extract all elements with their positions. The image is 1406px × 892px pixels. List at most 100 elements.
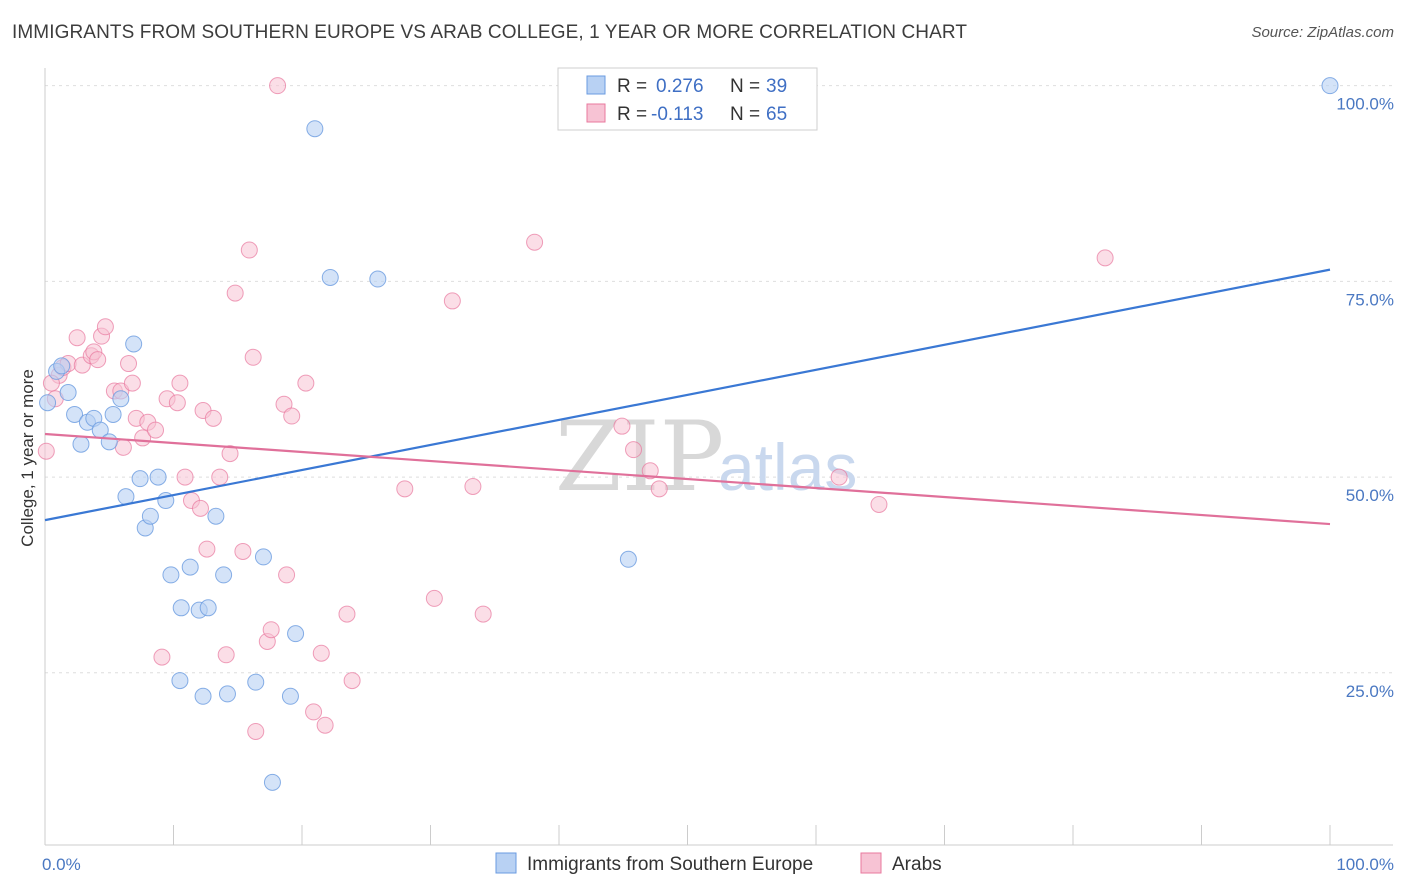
point-immigrants — [112, 390, 130, 408]
point-immigrants — [281, 687, 299, 705]
point-arabs — [226, 284, 244, 302]
watermark-atlas: atlas — [718, 430, 857, 504]
y-axis-label: College, 1 year or more — [18, 369, 37, 547]
point-immigrants — [39, 394, 57, 412]
trend-line-arabs — [44, 432, 1331, 526]
point-arabs — [443, 292, 461, 310]
point-arabs — [343, 672, 361, 690]
point-arabs — [191, 499, 209, 517]
point-arabs — [650, 480, 668, 498]
point-immigrants — [131, 470, 149, 488]
point-arabs — [464, 477, 482, 495]
point-arabs — [269, 77, 287, 95]
point-arabs — [89, 351, 107, 369]
point-arabs — [168, 394, 186, 412]
y-tick-labels: 25.0% 50.0% 75.0% 100.0% — [1336, 95, 1394, 701]
series-immigrants — [39, 77, 1339, 791]
point-immigrants — [53, 357, 71, 375]
bottom-legend: Immigrants from Southern Europe Arabs — [495, 852, 942, 875]
trend-lines — [44, 268, 1331, 526]
legend-swatch-blue — [586, 75, 606, 95]
point-immigrants — [254, 548, 272, 566]
watermark-zip: ZIP — [555, 401, 724, 513]
point-arabs — [396, 480, 414, 498]
bottom-legend-label-blue: Immigrants from Southern Europe — [527, 854, 813, 875]
point-arabs — [613, 417, 631, 435]
point-immigrants — [1321, 77, 1339, 95]
point-immigrants — [171, 672, 189, 690]
y-tick-label-25: 25.0% — [1346, 682, 1394, 701]
bottom-legend-swatch-pink — [860, 852, 882, 874]
point-immigrants — [247, 673, 265, 691]
point-arabs — [240, 241, 258, 259]
point-immigrants — [172, 599, 190, 617]
point-immigrants — [100, 433, 118, 451]
point-arabs — [120, 355, 138, 373]
point-arabs — [37, 442, 55, 460]
point-arabs — [68, 329, 86, 347]
point-immigrants — [141, 507, 159, 525]
point-arabs — [176, 468, 194, 486]
point-arabs — [316, 716, 334, 734]
point-immigrants — [369, 270, 387, 288]
chart-title: IMMIGRANTS FROM SOUTHERN EUROPE VS ARAB … — [12, 22, 968, 43]
legend-n-value-2: 65 — [766, 104, 787, 125]
point-immigrants — [104, 405, 122, 423]
point-immigrants — [181, 558, 199, 576]
bottom-legend-swatch-blue — [495, 852, 517, 874]
point-immigrants — [66, 405, 84, 423]
point-arabs — [1096, 249, 1114, 267]
point-arabs — [244, 348, 262, 366]
point-immigrants — [215, 566, 233, 584]
point-arabs — [217, 646, 235, 664]
point-arabs — [870, 495, 888, 513]
point-arabs — [221, 445, 239, 463]
point-arabs — [625, 441, 643, 459]
legend-n-label-1: N = — [730, 76, 760, 97]
point-arabs — [312, 644, 330, 662]
trend-line-immigrants — [44, 268, 1331, 522]
point-arabs — [338, 605, 356, 623]
y-tick-label-100: 100.0% — [1336, 95, 1394, 114]
point-arabs — [114, 438, 132, 456]
point-immigrants — [72, 435, 90, 453]
legend-swatch-pink — [586, 103, 606, 123]
point-immigrants — [149, 468, 167, 486]
point-arabs — [198, 540, 216, 558]
point-immigrants — [263, 773, 281, 791]
gridlines — [45, 85, 1393, 674]
point-immigrants — [306, 120, 324, 138]
point-immigrants — [287, 625, 305, 643]
x-tick-label-max: 100.0% — [1336, 855, 1394, 874]
point-arabs — [247, 722, 265, 740]
point-arabs — [526, 233, 544, 251]
point-arabs — [96, 318, 114, 336]
point-arabs — [123, 374, 141, 392]
point-immigrants — [218, 685, 236, 703]
y-tick-label-75: 75.0% — [1346, 290, 1394, 309]
point-arabs — [283, 407, 301, 425]
point-arabs — [305, 703, 323, 721]
point-immigrants — [162, 566, 180, 584]
x-tick-label-min: 0.0% — [42, 855, 81, 874]
point-arabs — [641, 462, 659, 480]
point-immigrants — [199, 599, 217, 617]
point-immigrants — [619, 550, 637, 568]
source-credit: Source: ZipAtlas.com — [1251, 24, 1394, 41]
point-immigrants — [194, 687, 212, 705]
legend-n-value-1: 39 — [766, 76, 787, 97]
legend-r-value-2: -0.113 — [651, 104, 703, 125]
point-immigrants — [321, 268, 339, 286]
point-arabs — [147, 421, 165, 439]
bottom-legend-label-pink: Arabs — [892, 854, 942, 875]
point-arabs — [204, 409, 222, 427]
point-arabs — [211, 468, 229, 486]
point-arabs — [234, 542, 252, 560]
legend-r-label-2: R = — [617, 104, 647, 125]
point-arabs — [278, 566, 296, 584]
legend-box: R = 0.276 N = 39 R = -0.113 N = 65 — [557, 67, 818, 131]
y-tick-label-50: 50.0% — [1346, 486, 1394, 505]
point-arabs — [425, 589, 443, 607]
point-arabs — [474, 605, 492, 623]
